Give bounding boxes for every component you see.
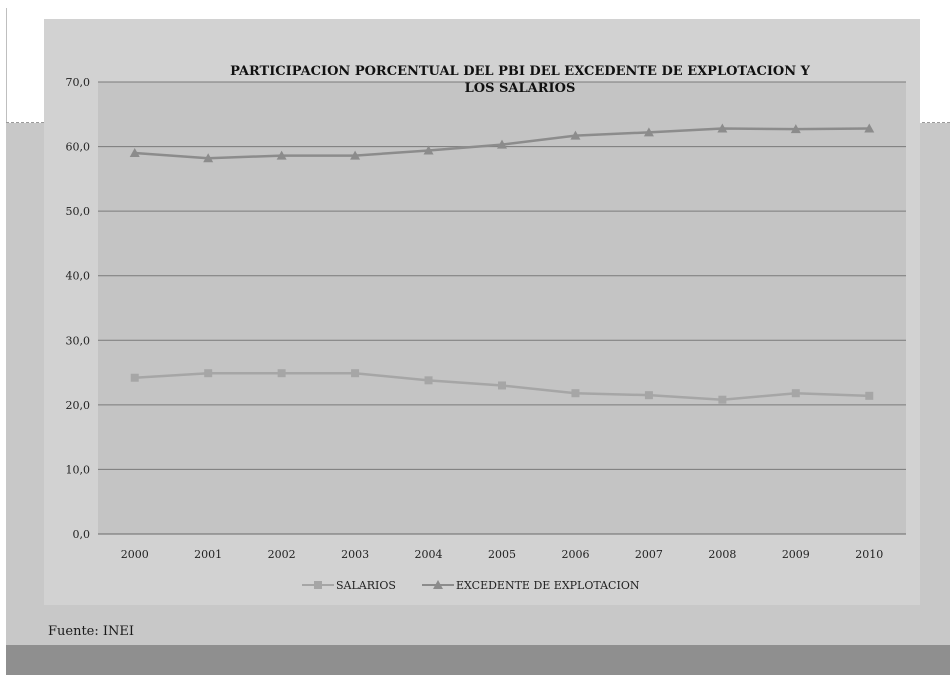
y-tick-label: 10,0	[66, 463, 91, 476]
x-tick-label: 2010	[855, 548, 883, 561]
data-point-marker	[350, 150, 361, 160]
x-tick-label: 2000	[121, 548, 149, 561]
x-tick-label: 2005	[488, 548, 516, 561]
data-point-marker	[718, 395, 727, 404]
data-point-marker	[498, 381, 506, 390]
legend-label-excedente: EXCEDENTE DE EXPLOTACION	[456, 579, 640, 592]
data-point-marker	[865, 391, 874, 400]
data-point-marker	[790, 124, 801, 134]
line-chart: 0,0 10,0 20,0 30,0 40,0 50,0 60,0 70,0 2000 2001…	[66, 64, 906, 592]
x-tick-label: 2009	[782, 548, 810, 561]
x-tick-label: 2004	[415, 548, 443, 561]
y-tick-label: 40,0	[66, 270, 91, 283]
x-tick-label: 2002	[268, 548, 296, 561]
data-point-marker	[424, 376, 433, 385]
x-tick-label: 2003	[341, 548, 369, 561]
data-point-marker	[129, 148, 140, 158]
data-point-marker	[717, 123, 728, 133]
data-point-marker	[277, 369, 286, 378]
data-point-marker	[497, 139, 507, 149]
data-point-marker	[644, 391, 653, 400]
data-point-marker	[204, 369, 213, 378]
y-tick-label: 20,0	[66, 399, 91, 412]
data-point-marker	[351, 369, 360, 378]
x-tick-label: 2006	[561, 548, 589, 561]
source-note: Fuente: INEI	[48, 624, 135, 639]
y-tick-label: 30,0	[66, 334, 91, 347]
data-point-marker	[864, 123, 875, 133]
y-tick-label: 50,0	[66, 205, 91, 218]
chart-area: 0,0 10,0 20,0 30,0 40,0 50,0 60,0 70,0 2000 2001…	[44, 19, 920, 605]
data-point-marker	[791, 389, 800, 398]
data-point-marker	[571, 389, 580, 398]
legend-square-marker	[314, 581, 322, 589]
legend-triangle-marker	[433, 580, 443, 589]
y-tick-label: 70,0	[66, 76, 91, 89]
data-point-marker	[203, 153, 214, 163]
data-point-marker	[130, 373, 139, 382]
chart-title-line-1: PARTICIPACION PORCENTUAL DEL PBI DEL EXC…	[230, 64, 811, 79]
series-lines	[129, 123, 875, 404]
y-tick-label: 60,0	[66, 141, 91, 154]
y-tick-label: 0,0	[73, 528, 91, 541]
data-point-marker	[423, 145, 434, 155]
x-tick-label: 2001	[194, 548, 222, 561]
data-point-marker	[276, 150, 287, 160]
plot-area	[98, 82, 906, 534]
chart-legend: SALARIOS EXCEDENTE DE EXPLOTACION	[302, 579, 640, 592]
x-tick-label: 2008	[708, 548, 736, 561]
x-tick-label: 2007	[635, 548, 663, 561]
x-axis-tick-labels: 2000 2001 2002 2003 2004 2005 2006 2007 2008 2009…	[121, 548, 884, 561]
data-point-marker	[643, 127, 654, 137]
slide-footer-bar	[6, 645, 950, 675]
data-point-marker	[570, 130, 581, 140]
y-axis-tick-labels: 0,0 10,0 20,0 30,0 40,0 50,0 60,0 70,0	[66, 76, 91, 541]
chart-title-line-2: LOS SALARIOS	[465, 81, 576, 96]
legend-label-salarios: SALARIOS	[336, 579, 396, 592]
